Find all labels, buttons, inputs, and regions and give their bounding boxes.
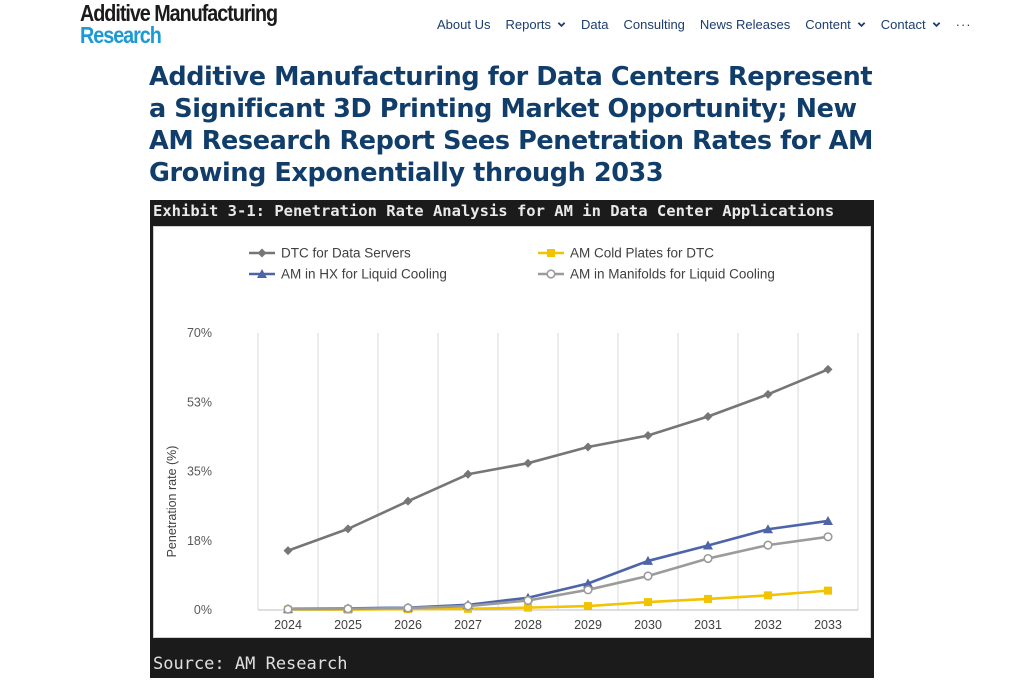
data-point <box>704 594 712 603</box>
data-point <box>403 496 413 506</box>
legend-label: AM in Manifolds for Liquid Cooling <box>570 267 775 282</box>
nav-label: News Releases <box>699 17 791 32</box>
legend-marker <box>547 249 555 257</box>
nav-contact[interactable]: Contact <box>881 17 941 32</box>
chevron-down-icon <box>557 20 566 29</box>
nav-label: Data <box>581 17 609 32</box>
y-tick-label: 53% <box>187 395 212 409</box>
nav-data[interactable]: Data <box>581 17 608 32</box>
logo-line1: Additive Manufacturing <box>80 0 278 26</box>
main-nav: About Us Reports Data Consulting News Re… <box>437 17 972 32</box>
data-point <box>643 571 653 581</box>
data-point <box>463 601 473 611</box>
nav-news-releases[interactable]: News Releases <box>700 17 790 32</box>
y-axis-title: Penetration rate (%) <box>165 446 179 558</box>
y-tick-label: 18% <box>187 534 212 548</box>
nav-more-button[interactable]: ··· <box>955 17 972 32</box>
data-point <box>823 515 833 525</box>
data-point <box>703 540 713 550</box>
exhibit-figure: Exhibit 3-1: Penetration Rate Analysis f… <box>150 200 874 678</box>
data-point <box>644 598 652 607</box>
exhibit-source: Source: AM Research <box>153 654 348 674</box>
data-point <box>643 555 653 565</box>
data-point <box>703 553 713 564</box>
data-point <box>583 442 593 452</box>
nav-label: Consulting <box>623 17 685 32</box>
data-point <box>823 532 833 542</box>
y-tick-label: 35% <box>187 465 212 479</box>
data-point <box>583 585 593 595</box>
chevron-down-icon <box>932 20 941 29</box>
nav-about-us[interactable]: About Us <box>437 17 490 32</box>
data-point <box>403 603 413 613</box>
data-point <box>283 546 293 556</box>
nav-label: Content <box>805 17 851 32</box>
legend-marker <box>257 269 267 278</box>
x-tick-label: 2025 <box>334 618 362 632</box>
series-line-0 <box>287 368 829 552</box>
data-point <box>584 602 592 611</box>
y-tick-label: 0% <box>194 603 212 617</box>
line-chart: 0% 18% 35% 53% 70% 2024 2025 2026 2027 2028 2029 20… <box>165 246 859 632</box>
y-tick-label: 70% <box>187 326 212 340</box>
logo-line2: Research <box>80 21 162 48</box>
series-line-3 <box>287 535 829 611</box>
x-tick-label: 2026 <box>394 618 422 632</box>
site-logo[interactable]: Additive Manufacturing Research <box>80 0 309 48</box>
nav-label: Contact <box>880 17 926 32</box>
data-point <box>764 591 772 600</box>
legend-marker <box>257 248 267 258</box>
nav-content[interactable]: Content <box>805 17 866 32</box>
data-point <box>824 586 832 595</box>
data-point <box>703 411 713 421</box>
x-tick-label: 2027 <box>454 618 482 632</box>
nav-consulting[interactable]: Consulting <box>623 17 684 32</box>
data-point <box>283 604 293 614</box>
x-tick-label: 2029 <box>574 618 602 632</box>
data-point <box>763 389 773 399</box>
data-point <box>463 469 473 479</box>
data-point <box>763 540 773 550</box>
x-tick-label: 2031 <box>694 618 722 632</box>
nav-label: Reports <box>505 17 552 32</box>
data-point <box>523 595 533 606</box>
legend-label: AM in HX for Liquid Cooling <box>281 267 447 282</box>
nav-label: About Us <box>437 17 491 32</box>
data-point <box>523 458 533 468</box>
chevron-down-icon <box>857 20 866 29</box>
page-title: Additive Manufacturing for Data Centers … <box>149 62 873 188</box>
exhibit-title: Exhibit 3-1: Penetration Rate Analysis f… <box>153 202 835 220</box>
chart-frame: 0% 18% 35% 53% 70% 2024 2025 2026 2027 2028 2029 20… <box>153 226 871 638</box>
x-tick-label: 2033 <box>814 618 842 632</box>
x-tick-label: 2028 <box>514 618 542 632</box>
x-tick-label: 2032 <box>754 618 782 632</box>
legend-label: AM Cold Plates for DTC <box>570 246 714 261</box>
data-point <box>763 524 773 534</box>
legend-label: DTC for Data Servers <box>281 246 411 261</box>
nav-reports[interactable]: Reports <box>505 17 566 32</box>
data-point <box>343 524 353 534</box>
data-point <box>343 604 353 614</box>
data-point <box>643 430 653 440</box>
data-point <box>823 364 833 374</box>
x-tick-label: 2030 <box>634 618 662 632</box>
x-tick-label: 2024 <box>274 618 302 632</box>
legend-marker <box>546 269 556 279</box>
data-point <box>583 578 593 588</box>
data-point <box>524 603 532 612</box>
